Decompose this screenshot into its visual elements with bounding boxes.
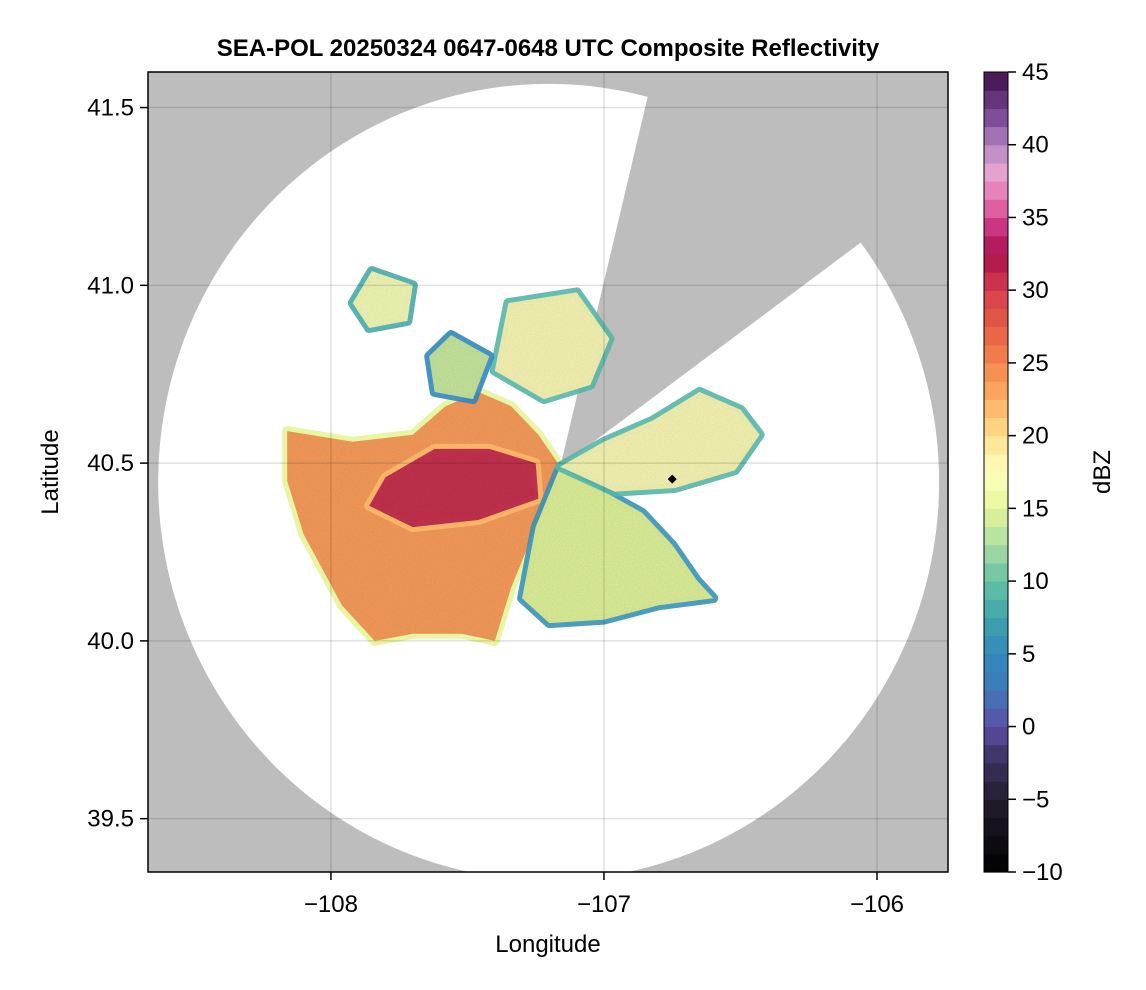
y-tick-label: 41.0 — [87, 272, 134, 299]
colorbar-swatch — [984, 290, 1008, 309]
colorbar-swatch — [984, 108, 1008, 128]
echo-southeast-band — [522, 466, 714, 624]
echo-east-cell — [560, 392, 760, 492]
echo-north-cell-b — [494, 292, 610, 400]
colorbar-swatch — [984, 490, 1008, 509]
colorbar-swatch — [984, 235, 1008, 255]
y-axis-ticks: 39.5 40.0 40.5 41.0 41.5 — [87, 95, 148, 833]
colorbar-swatch — [984, 417, 1008, 437]
y-tick-label: 40.5 — [87, 450, 134, 477]
y-tick-label: 39.5 — [87, 806, 134, 833]
colorbar-swatch — [984, 272, 1008, 291]
colorbar-swatch — [984, 617, 1008, 637]
colorbar-swatch — [984, 162, 1008, 182]
colorbar-swatch — [984, 781, 1008, 800]
colorbar-swatch — [984, 199, 1008, 219]
echo-north-cell-a — [352, 271, 413, 328]
colorbar-tick-label: 20 — [1022, 423, 1049, 450]
colorbar-swatch — [984, 144, 1008, 164]
colorbar-tick-label: 0 — [1022, 714, 1035, 741]
chart-title: SEA-POL 20250324 0647-0648 UTC Composite… — [217, 35, 880, 62]
colorbar-tick-label: 10 — [1022, 568, 1049, 595]
colorbar-swatch — [984, 326, 1008, 346]
y-axis-label: Latitude — [37, 429, 64, 514]
echo-north-cell-c — [429, 335, 490, 400]
reflectivity-echoes — [282, 266, 765, 646]
x-tick-label: −106 — [850, 891, 904, 918]
colorbar-swatch — [984, 635, 1008, 655]
colorbar-swatch — [984, 217, 1008, 237]
site-marker-icon — [667, 474, 677, 484]
colorbar-swatch — [984, 599, 1008, 619]
colorbar-swatch — [984, 453, 1008, 473]
colorbar-frame — [983, 71, 1009, 873]
colorbar-tick-label: 5 — [1022, 641, 1035, 668]
colorbar-swatches — [984, 72, 1008, 873]
colorbar-tick-label: 40 — [1022, 132, 1049, 159]
colorbar-tick-label: 35 — [1022, 204, 1049, 231]
colorbar-swatch — [984, 526, 1008, 546]
colorbar-swatch — [984, 835, 1008, 855]
colorbar-tick-label: 25 — [1022, 350, 1049, 377]
colorbar-swatch — [984, 90, 1008, 109]
colorbar-swatch — [984, 126, 1008, 146]
colorbar-swatch — [984, 508, 1008, 528]
colorbar-swatch — [984, 253, 1008, 273]
x-axis-label: Longitude — [495, 931, 600, 958]
colorbar-swatch — [984, 381, 1008, 400]
colorbar-swatch — [984, 344, 1008, 364]
colorbar-swatch — [984, 744, 1008, 764]
colorbar-swatch — [984, 399, 1008, 419]
x-tick-label: −107 — [577, 891, 631, 918]
colorbar-swatch — [984, 690, 1008, 709]
colorbar-swatch — [984, 362, 1008, 382]
colorbar-swatch — [984, 708, 1008, 728]
colorbar-tick-label: −10 — [1022, 859, 1063, 886]
y-tick-label: 41.5 — [87, 95, 134, 122]
colorbar-swatch — [984, 817, 1008, 837]
colorbar-swatch — [984, 853, 1008, 873]
colorbar-swatch — [984, 472, 1008, 491]
colorbar-swatch — [984, 581, 1008, 600]
colorbar-swatch — [984, 762, 1008, 782]
colorbar-tick-label: −5 — [1022, 786, 1049, 813]
x-axis-ticks: −108 −107 −106 — [304, 872, 904, 918]
colorbar-tick-label: 30 — [1022, 277, 1049, 304]
colorbar-swatch — [984, 562, 1008, 582]
colorbar-swatch — [984, 653, 1008, 673]
plot-frame — [147, 71, 949, 873]
colorbar: −10 −5 0 5 10 15 20 25 30 35 40 45 dBZ — [983, 59, 1116, 886]
x-tick-label: −108 — [304, 891, 358, 918]
colorbar-swatch — [984, 72, 1008, 91]
colorbar-swatch — [984, 672, 1008, 691]
colorbar-swatch — [984, 181, 1008, 200]
colorbar-ticks: −10 −5 0 5 10 15 20 25 30 35 40 45 — [1008, 59, 1063, 886]
echo-core — [369, 448, 539, 528]
y-tick-label: 40.0 — [87, 628, 134, 655]
colorbar-swatch — [984, 435, 1008, 455]
colorbar-label: dBZ — [1089, 450, 1116, 494]
colorbar-tick-label: 15 — [1022, 495, 1049, 522]
plot-area — [147, 71, 949, 873]
colorbar-swatch — [984, 308, 1008, 328]
colorbar-tick-label: 45 — [1022, 59, 1049, 86]
colorbar-swatch — [984, 799, 1008, 819]
grid-lines — [148, 72, 948, 872]
colorbar-swatch — [984, 544, 1008, 564]
colorbar-swatch — [984, 726, 1008, 746]
